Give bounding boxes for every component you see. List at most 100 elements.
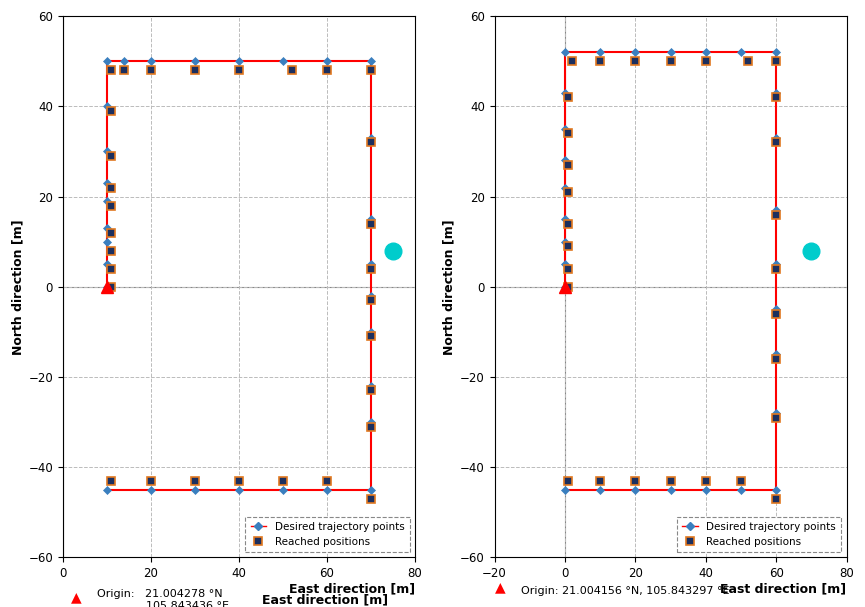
Reached positions: [563, 130, 573, 137]
Reached positions: [106, 229, 116, 236]
Desired trajectory points: [560, 215, 570, 223]
Reached positions: [736, 477, 746, 484]
Desired trajectory points: [701, 486, 711, 493]
Desired trajectory points: [560, 260, 570, 268]
Legend: Desired trajectory points, Reached positions: Desired trajectory points, Reached posit…: [246, 517, 409, 552]
Desired trajectory points: [366, 215, 376, 223]
Reached positions: [771, 139, 781, 146]
Reached positions: [106, 283, 116, 290]
Desired trajectory points: [771, 486, 781, 493]
Reached positions: [366, 423, 376, 430]
Reached positions: [563, 243, 573, 250]
Desired trajectory points: [101, 225, 112, 232]
Desired trajectory points: [366, 134, 376, 141]
Reached positions: [743, 58, 753, 65]
Desired trajectory points: [278, 58, 288, 65]
X-axis label: East direction [m]: East direction [m]: [721, 583, 847, 596]
Reached positions: [563, 188, 573, 195]
Desired trajectory points: [366, 486, 376, 493]
Reached positions: [106, 247, 116, 254]
Reached positions: [366, 387, 376, 394]
Reached positions: [563, 283, 573, 290]
Desired trajectory points: [736, 49, 746, 56]
Desired trajectory points: [322, 486, 332, 493]
Desired trajectory points: [101, 58, 112, 65]
Desired trajectory points: [119, 58, 130, 65]
Desired trajectory points: [701, 49, 711, 56]
Desired trajectory points: [101, 103, 112, 110]
Reached positions: [563, 93, 573, 101]
Reached positions: [106, 152, 116, 160]
Desired trajectory points: [771, 409, 781, 416]
Reached positions: [189, 67, 200, 74]
Reached positions: [278, 477, 288, 484]
Desired trajectory points: [101, 486, 112, 493]
Desired trajectory points: [560, 486, 570, 493]
Desired trajectory points: [560, 125, 570, 132]
Reached positions: [595, 58, 606, 65]
Reached positions: [322, 477, 332, 484]
Desired trajectory points: [366, 328, 376, 336]
Desired trajectory points: [366, 292, 376, 299]
Reached positions: [286, 67, 297, 74]
Reached positions: [145, 477, 156, 484]
Desired trajectory points: [560, 89, 570, 97]
Reached positions: [145, 67, 156, 74]
Desired trajectory points: [101, 179, 112, 186]
Reached positions: [322, 67, 332, 74]
Reached positions: [366, 139, 376, 146]
Desired trajectory points: [560, 184, 570, 191]
Desired trajectory points: [630, 486, 640, 493]
Legend: Desired trajectory points, Reached positions: Desired trajectory points, Reached posit…: [677, 517, 842, 552]
Text: ●: ●: [495, 605, 507, 607]
Desired trajectory points: [771, 206, 781, 214]
Reached positions: [366, 333, 376, 340]
Text: Origin: 21.004156 °N, 105.843297 °E: Origin: 21.004156 °N, 105.843297 °E: [521, 586, 729, 596]
Reached positions: [771, 310, 781, 317]
Desired trajectory points: [630, 49, 640, 56]
Reached positions: [771, 355, 781, 362]
X-axis label: East direction [m]: East direction [m]: [289, 583, 414, 596]
Reached positions: [366, 220, 376, 227]
Line: Reached positions: Reached positions: [107, 66, 375, 503]
Desired trajectory points: [101, 283, 112, 290]
Desired trajectory points: [771, 49, 781, 56]
Desired trajectory points: [771, 89, 781, 97]
Y-axis label: North direction [m]: North direction [m]: [443, 219, 456, 354]
Y-axis label: North direction [m]: North direction [m]: [11, 219, 24, 354]
Desired trajectory points: [189, 486, 200, 493]
Desired trajectory points: [101, 260, 112, 268]
Reached positions: [106, 107, 116, 115]
Desired trajectory points: [101, 148, 112, 155]
Desired trajectory points: [234, 58, 244, 65]
Reached positions: [771, 58, 781, 65]
Desired trajectory points: [771, 351, 781, 358]
Reached positions: [366, 67, 376, 74]
Reached positions: [701, 58, 711, 65]
Desired trajectory points: [189, 58, 200, 65]
Desired trajectory points: [771, 134, 781, 141]
Desired trajectory points: [665, 486, 676, 493]
Desired trajectory points: [366, 382, 376, 390]
Reached positions: [234, 477, 244, 484]
Desired trajectory points: [560, 283, 570, 290]
Desired trajectory points: [771, 260, 781, 268]
Desired trajectory points: [595, 486, 606, 493]
Reached positions: [366, 297, 376, 304]
Desired trajectory points: [322, 58, 332, 65]
Reached positions: [106, 477, 116, 484]
Desired trajectory points: [771, 306, 781, 313]
Reached positions: [771, 265, 781, 273]
Reached positions: [630, 58, 640, 65]
Desired trajectory points: [234, 486, 244, 493]
Reached positions: [701, 477, 711, 484]
Text: ▲: ▲: [495, 581, 505, 595]
Reached positions: [665, 477, 676, 484]
Text: East direction [m]: East direction [m]: [262, 594, 388, 606]
Reached positions: [106, 265, 116, 273]
Desired trajectory points: [665, 49, 676, 56]
Desired trajectory points: [366, 418, 376, 426]
Reached positions: [119, 67, 130, 74]
Desired trajectory points: [595, 49, 606, 56]
Reached positions: [106, 67, 116, 74]
